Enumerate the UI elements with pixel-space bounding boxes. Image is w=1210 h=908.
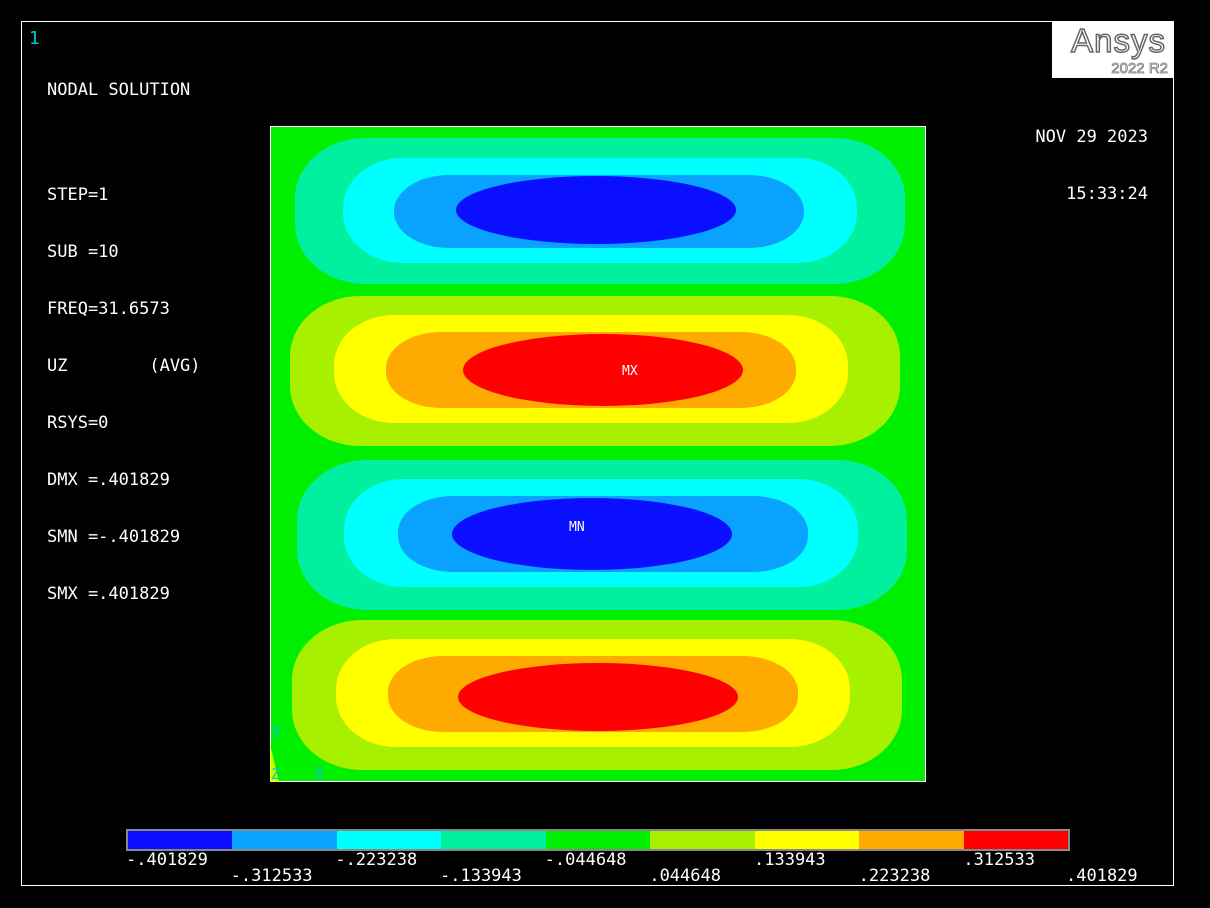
triad-y-label: Y (271, 723, 281, 743)
legend-swatch (128, 831, 233, 849)
legend-swatch (754, 831, 860, 849)
min-marker: MN (569, 520, 585, 535)
contour-legend-bar (126, 829, 1070, 851)
max-marker: MX (622, 364, 638, 379)
solution-info: NODAL SOLUTION STEP=1 SUB =10 FREQ=31.65… (47, 43, 201, 623)
legend-swatch (859, 831, 964, 849)
logo-brand: Ansys (1070, 21, 1166, 60)
legend-label: -.312533 (230, 866, 313, 886)
legend-swatch (232, 831, 337, 849)
ansys-logo: Ansys 2022 R2 (1052, 21, 1174, 78)
contour-crest-2 (292, 620, 902, 770)
legend-label: .044648 (649, 866, 721, 886)
legend-label: .401829 (1066, 866, 1138, 886)
contour-plot[interactable]: MX MN Y Z X (270, 126, 926, 782)
legend-swatch (336, 831, 442, 849)
legend-label: .223238 (858, 866, 931, 886)
legend-label: .312533 (963, 850, 1035, 870)
info-smn: SMN =-.401829 (47, 527, 181, 547)
legend-label: -.133943 (440, 866, 522, 886)
info-rsys: RSYS=0 (47, 413, 109, 433)
legend-swatch (650, 831, 755, 849)
contour-trough-2: MN (297, 460, 907, 610)
info-dmx: DMX =.401829 (47, 470, 170, 490)
time-label: 15:33:24 (1066, 184, 1148, 204)
legend-label: -.223238 (335, 850, 418, 870)
legend-label: -.401829 (126, 850, 208, 870)
info-freq: FREQ=31.6573 (47, 299, 170, 319)
solution-title: NODAL SOLUTION (47, 80, 191, 100)
legend-label: -.044648 (544, 850, 627, 870)
triad-marker (270, 744, 279, 782)
date-time: NOV 29 2023 15:33:24 (1035, 90, 1148, 223)
info-uz: UZ (AVG) (47, 356, 201, 376)
info-step: STEP=1 (47, 185, 109, 205)
legend-swatch (545, 831, 651, 849)
logo-version: 2022 R2 (1111, 60, 1169, 78)
contour-trough-1 (295, 138, 905, 284)
coordinate-triad: Y Z X (270, 723, 325, 782)
date-label: NOV 29 2023 (1035, 127, 1148, 147)
triad-z-label: Z (271, 767, 279, 782)
window-number: 1 (29, 28, 40, 49)
legend-label: .133943 (754, 850, 826, 870)
info-smx: SMX =.401829 (47, 584, 170, 604)
legend-swatch (441, 831, 546, 849)
legend-swatch (963, 831, 1068, 849)
contour-crest-1: MX (290, 296, 900, 446)
info-sub: SUB =10 (47, 242, 119, 262)
graphics-window-frame (21, 21, 1174, 886)
triad-x-label: X (314, 764, 325, 782)
